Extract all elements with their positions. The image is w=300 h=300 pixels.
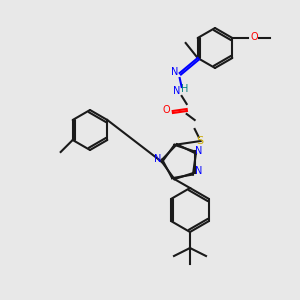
Text: N: N	[195, 146, 202, 156]
Text: S: S	[196, 136, 203, 146]
Text: H: H	[181, 84, 188, 94]
Text: N: N	[171, 67, 178, 77]
Text: N: N	[154, 154, 162, 164]
Text: O: O	[163, 105, 170, 115]
Text: O: O	[250, 32, 258, 42]
Text: N: N	[173, 86, 180, 96]
Text: N: N	[195, 166, 202, 176]
